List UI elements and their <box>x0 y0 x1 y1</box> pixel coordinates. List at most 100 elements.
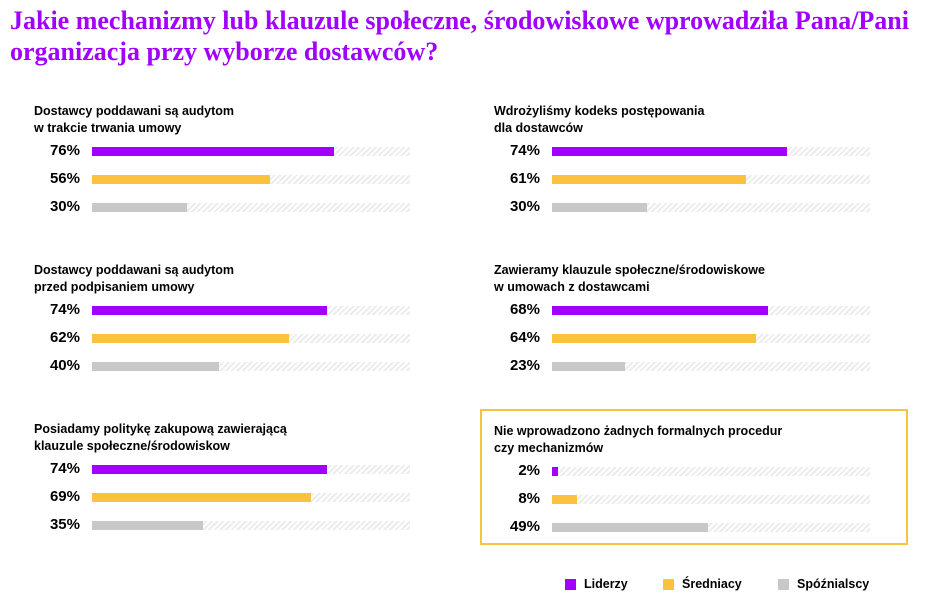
legend-label-spoznialscy: Spóźnialscy <box>797 577 870 591</box>
question-line-1: Zawieramy klauzule społeczne/środowiskow… <box>494 263 765 277</box>
value-label-liderzy: 74% <box>49 460 80 477</box>
bar-sredniacy <box>552 175 746 184</box>
value-label-sredniacy: 64% <box>509 329 540 346</box>
value-label-liderzy: 74% <box>49 301 80 318</box>
bar-row-spoznialscy: 23% <box>492 355 912 377</box>
bar-sredniacy <box>552 495 578 504</box>
value-label-spoznialscy: 40% <box>49 357 80 374</box>
panel-question: Nie wprowadzono żadnych formalnych proce… <box>494 423 874 457</box>
bar-sredniacy <box>92 175 271 184</box>
value-label-liderzy: 68% <box>509 301 540 318</box>
bar-spoznialscy <box>92 521 204 530</box>
panel-question: Posiadamy politykę zakupową zawierającą k… <box>34 421 414 455</box>
legend-swatch-spoznialscy <box>778 579 789 590</box>
bar-liderzy <box>92 465 328 474</box>
bar-track <box>552 334 870 343</box>
bar-track <box>92 175 410 184</box>
bar-track <box>552 523 870 532</box>
question-line-1: Posiadamy politykę zakupową zawierającą <box>34 422 287 436</box>
bar-row-spoznialscy: 35% <box>32 514 452 536</box>
bar-row-sredniacy: 56% <box>32 168 452 190</box>
bar-row-sredniacy: 62% <box>32 327 452 349</box>
bar-row-liderzy: 76% <box>32 140 452 162</box>
legend-swatch-liderzy <box>565 579 576 590</box>
bar-spoznialscy <box>552 523 708 532</box>
bar-track <box>92 147 410 156</box>
legend-label-liderzy: Liderzy <box>584 577 628 591</box>
value-label-sredniacy: 8% <box>518 490 540 507</box>
question-line-2: przed podpisaniem umowy <box>34 280 195 294</box>
bar-row-spoznialscy: 30% <box>32 196 452 218</box>
question-line-2: czy mechanizmów <box>494 441 604 455</box>
bar-sredniacy <box>92 493 312 502</box>
panel-question: Dostawcy poddawani są audytom przed podpi… <box>34 262 414 296</box>
bar-track <box>92 306 410 315</box>
question-line-1: Nie wprowadzono żadnych formalnych proce… <box>494 424 783 438</box>
panel-3: Dostawcy poddawani są audytom przed podpi… <box>34 262 454 402</box>
bar-spoznialscy <box>92 203 188 212</box>
bar-liderzy <box>552 147 788 156</box>
panel-5: Posiadamy politykę zakupową zawierającą k… <box>34 421 454 561</box>
value-label-liderzy: 2% <box>518 462 540 479</box>
bar-track <box>552 495 870 504</box>
bar-track <box>552 362 870 371</box>
legend: Liderzy Średniacy Spóźnialscy <box>565 574 895 598</box>
bar-spoznialscy <box>552 362 626 371</box>
bar-sredniacy <box>552 334 756 343</box>
value-label-spoznialscy: 30% <box>49 198 80 215</box>
bar-row-sredniacy: 8% <box>492 488 912 510</box>
bar-row-liderzy: 74% <box>32 299 452 321</box>
bar-row-spoznialscy: 30% <box>492 196 912 218</box>
chart-title: Jakie mechanizmy lub klauzule społeczne,… <box>10 6 909 66</box>
bar-track <box>552 306 870 315</box>
bar-track <box>92 521 410 530</box>
bar-row-sredniacy: 64% <box>492 327 912 349</box>
bar-spoznialscy <box>552 203 648 212</box>
question-line-1: Dostawcy poddawani są audytom <box>34 104 235 118</box>
bar-liderzy <box>92 147 334 156</box>
question-line-2: w trakcie trwania umowy <box>34 121 182 135</box>
bar-track <box>552 175 870 184</box>
bar-row-sredniacy: 69% <box>32 486 452 508</box>
panel-question: Wdrożyliśmy kodeks postępowania dla dosta… <box>494 103 874 137</box>
value-label-spoznialscy: 23% <box>509 357 540 374</box>
panel-question: Zawieramy klauzule społeczne/środowiskow… <box>494 262 874 296</box>
value-label-liderzy: 76% <box>49 142 80 159</box>
bar-liderzy <box>552 306 769 315</box>
value-label-sredniacy: 69% <box>49 488 80 505</box>
value-label-liderzy: 74% <box>509 142 540 159</box>
panel-4: Zawieramy klauzule społeczne/środowiskow… <box>494 262 914 402</box>
value-label-spoznialscy: 35% <box>49 516 80 533</box>
legend-swatch-sredniacy <box>663 579 674 590</box>
bar-track <box>552 147 870 156</box>
bar-spoznialscy <box>92 362 220 371</box>
panel-question: Dostawcy poddawani są audytom w trakcie t… <box>34 103 414 137</box>
bar-track <box>92 203 410 212</box>
bar-liderzy <box>552 467 559 476</box>
value-label-sredniacy: 56% <box>49 170 80 187</box>
bar-row-sredniacy: 61% <box>492 168 912 190</box>
bar-liderzy <box>92 306 328 315</box>
bar-row-liderzy: 68% <box>492 299 912 321</box>
bar-track <box>92 362 410 371</box>
bar-row-liderzy: 2% <box>492 460 912 482</box>
legend-label-sredniacy: Średniacy <box>682 577 742 591</box>
bar-row-spoznialscy: 49% <box>492 516 912 538</box>
question-line-2: dla dostawców <box>494 121 583 135</box>
value-label-sredniacy: 61% <box>509 170 540 187</box>
bar-track <box>92 334 410 343</box>
value-label-spoznialscy: 30% <box>509 198 540 215</box>
bar-sredniacy <box>92 334 290 343</box>
bar-track <box>92 493 410 502</box>
bar-track <box>552 467 870 476</box>
question-line-1: Wdrożyliśmy kodeks postępowania <box>494 104 705 118</box>
question-line-1: Dostawcy poddawani są audytom <box>34 263 235 277</box>
question-line-2: klauzule społeczne/środowiskow <box>34 439 230 453</box>
panel-1: Dostawcy poddawani są audytom w trakcie t… <box>34 103 454 243</box>
question-line-2: w umowach z dostawcami <box>494 280 650 294</box>
value-label-spoznialscy: 49% <box>509 518 540 535</box>
panel-2: Wdrożyliśmy kodeks postępowania dla dosta… <box>494 103 914 243</box>
bar-track <box>552 203 870 212</box>
panel-6: Nie wprowadzono żadnych formalnych proce… <box>480 409 908 545</box>
bar-track <box>92 465 410 474</box>
